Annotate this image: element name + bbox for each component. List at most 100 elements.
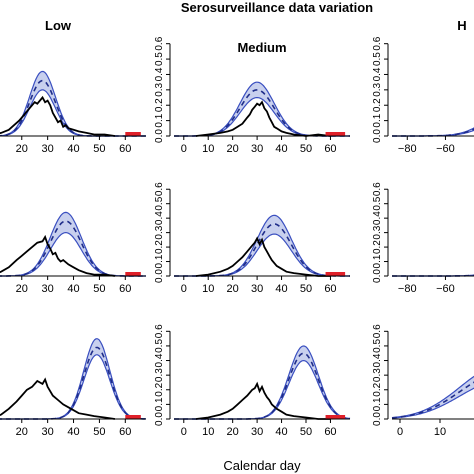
x-tick-label: −80 — [398, 283, 417, 295]
panel-row1-low: 20 30 40 50 60 — [0, 70, 146, 155]
y-tick-label: 0.4 — [154, 211, 165, 225]
y-tick-label: 0.2 — [372, 98, 383, 112]
y-tick-label: 0.2 — [154, 240, 165, 254]
x-tick-label: 40 — [67, 426, 79, 438]
x-tick-label: −60 — [436, 283, 455, 295]
y-tick-label: 0.3 — [154, 368, 165, 382]
x-tick-label: 50 — [93, 426, 105, 438]
x-tick-label: 60 — [119, 283, 131, 295]
x-tick-label: 0 — [397, 426, 403, 438]
observed-line — [195, 236, 331, 277]
x-tick-label: 60 — [324, 426, 336, 438]
y-tick-label: 0.1 — [372, 397, 383, 411]
column-title-medium: Medium — [237, 40, 286, 55]
panel-row3-medium: 0 10 20 30 40 50 60 0.00.10.20.30.40.50.6 — [154, 324, 351, 438]
y-tick-label: 0.3 — [372, 225, 383, 239]
y-tick-label: 0.4 — [372, 353, 383, 367]
observed-line — [0, 377, 116, 420]
y-tick-label: 0.1 — [154, 397, 165, 411]
x-tick-label: 10 — [202, 283, 214, 295]
observed-line — [195, 381, 331, 420]
observed-line — [0, 95, 116, 137]
x-tick-label: 60 — [324, 283, 336, 295]
x-tick-label: 40 — [67, 283, 79, 295]
y-tick-label: 0.3 — [372, 368, 383, 382]
y-tick-label: 0.5 — [372, 196, 383, 210]
y-tick-label: 0.0 — [372, 269, 383, 283]
x-tick-label: 30 — [42, 426, 54, 438]
y-tick-label: 0.3 — [372, 82, 383, 96]
band-lower-line — [391, 387, 474, 419]
sero-window-marker — [125, 272, 141, 276]
x-tick-label: 50 — [300, 426, 312, 438]
x-tick-label: 10 — [202, 143, 214, 155]
x-tick-label: 40 — [275, 283, 287, 295]
x-tick-label: 50 — [300, 143, 312, 155]
x-tick-label: 30 — [251, 143, 263, 155]
sero-window-marker — [325, 132, 346, 136]
sero-window-marker — [325, 415, 346, 419]
panel-row2-low: 20 30 40 50 60 — [0, 211, 146, 295]
y-tick-label: 0.1 — [154, 113, 165, 127]
x-tick-label: 30 — [42, 283, 54, 295]
band-lower-line — [0, 354, 147, 420]
y-tick-label: 0.1 — [154, 254, 165, 268]
credible-band — [0, 212, 146, 276]
band-upper-line — [391, 375, 474, 419]
median-line — [391, 381, 474, 419]
x-tick-label: 60 — [119, 143, 131, 155]
y-tick-label: 0.5 — [372, 339, 383, 353]
sero-window-marker — [125, 132, 141, 136]
panels-group: 20 30 40 50 60 0 10 20 30 40 50 600.00.10.20.30.40.… — [0, 36, 474, 438]
x-tick-label: 20 — [227, 426, 239, 438]
y-tick-label: 0.0 — [154, 412, 165, 426]
x-tick-label: 20 — [16, 143, 28, 155]
y-tick-label: 0.6 — [154, 182, 165, 196]
sero-window-marker — [325, 272, 346, 276]
y-tick-label: 0.1 — [372, 113, 383, 127]
credible-band — [174, 82, 350, 136]
x-tick-label: 50 — [93, 143, 105, 155]
y-tick-label: 0.6 — [372, 36, 383, 50]
observed-line — [195, 100, 331, 137]
panel-row1-high: −80−60−40−200.00.10.20.30.40.50.6 — [372, 36, 474, 155]
x-tick-label: 20 — [16, 283, 28, 295]
x-tick-label: 10 — [202, 426, 214, 438]
x-tick-label: 30 — [42, 143, 54, 155]
y-tick-label: 0.0 — [154, 269, 165, 283]
x-tick-label: 40 — [275, 426, 287, 438]
x-tick-label: 40 — [67, 143, 79, 155]
y-tick-label: 0.2 — [372, 382, 383, 396]
panel-row1-medium: 0 10 20 30 40 50 60 0.0 0.10.2 0.30.40.5 0.6 — [154, 36, 350, 155]
x-tick-label: 10 — [434, 426, 446, 438]
y-tick-label: 0.4 — [154, 67, 165, 81]
y-tick-label: 0.3 — [154, 82, 165, 96]
x-tick-label: 0 — [181, 283, 187, 295]
y-tick-label: 0.4 — [372, 67, 383, 81]
x-tick-label: 40 — [275, 143, 287, 155]
x-tick-label: 20 — [16, 426, 28, 438]
x-tick-label: 50 — [93, 283, 105, 295]
y-tick-label: 0.6 — [372, 182, 383, 196]
panel-row2-high: −80−60−40−200.00.10.20.30.40.50.6 — [372, 182, 474, 295]
median-line — [0, 346, 146, 420]
column-title-low: Low — [45, 18, 72, 33]
figure-title: Serosurveillance data variation — [181, 0, 373, 15]
panel-row2-medium: 0 10 20 30 40 50 60 0.00.10.20.30.40.50.6 — [154, 182, 350, 295]
y-tick-label: 0.0 — [372, 129, 383, 143]
y-tick-label: 0.5 — [154, 339, 165, 353]
panel-row3-low: 20 30 40 50 60 — [0, 338, 147, 438]
x-tick-label: 60 — [119, 426, 131, 438]
x-tick-label: −80 — [398, 143, 417, 155]
y-tick-label: 0.0 — [154, 129, 165, 143]
y-tick-label: 0.2 — [372, 240, 383, 254]
y-tick-label: 0.2 — [154, 98, 165, 112]
panel-row3-high: 01020300.00.10.20.30.40.50.6 — [372, 324, 474, 438]
sero-window-marker — [125, 415, 141, 419]
y-tick-label: 0.5 — [154, 196, 165, 210]
y-tick-label: 0.4 — [154, 353, 165, 367]
x-tick-label: 0 — [181, 426, 187, 438]
column-title-high: H — [457, 18, 466, 33]
